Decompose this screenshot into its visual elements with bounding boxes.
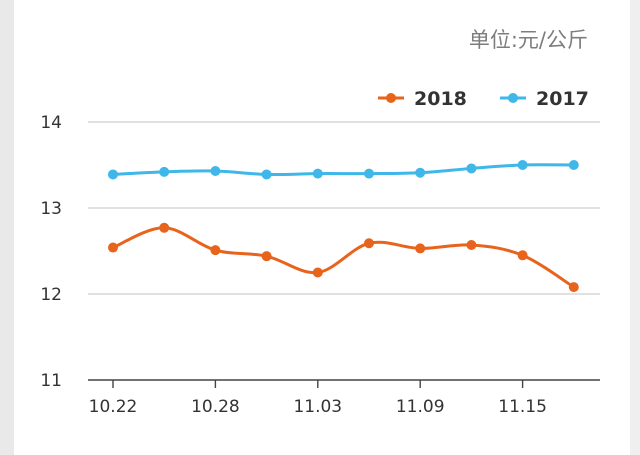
- legend-label: 2017: [536, 88, 589, 110]
- data-point: [364, 168, 374, 179]
- data-point: [415, 167, 426, 178]
- data-point: [364, 238, 374, 249]
- data-point: [517, 160, 528, 170]
- x-tick-label: 10.22: [89, 397, 138, 417]
- data-point: [517, 250, 528, 261]
- data-point: [312, 267, 323, 278]
- legend: 2018 2017: [378, 88, 589, 110]
- legend-item-2018: 2018: [378, 88, 467, 110]
- y-tick-label: 12: [40, 285, 62, 305]
- legend-label: 2018: [414, 88, 467, 110]
- gridlines: [88, 121, 600, 381]
- y-tick-label: 13: [40, 199, 62, 219]
- series-line-2018: [112, 226, 575, 289]
- data-point: [159, 166, 170, 177]
- data-point: [568, 282, 579, 293]
- x-tick-label: 10.28: [191, 397, 240, 417]
- data-point: [210, 166, 221, 177]
- x-axis-ticks: 10.22 10.28 11.03 11.09 11.15: [89, 380, 547, 417]
- data-point: [261, 169, 272, 180]
- legend-item-2017: 2017: [500, 88, 589, 110]
- data-point: [210, 245, 221, 256]
- data-point: [159, 222, 170, 233]
- series-line-2017: [112, 163, 574, 177]
- watermark-text: 头条 @猪易通问猪病: [485, 426, 625, 444]
- x-tick-label: 11.09: [396, 397, 445, 417]
- data-point: [415, 243, 426, 254]
- y-axis-ticks: 14 13 12 11: [40, 113, 62, 391]
- x-tick-label: 11.15: [498, 397, 547, 417]
- left-edge-strip: [0, 0, 14, 455]
- data-point: [568, 160, 579, 170]
- data-point: [466, 163, 477, 174]
- legend-marker: [508, 93, 518, 103]
- right-edge-strip: [630, 0, 640, 455]
- data-point: [108, 242, 118, 253]
- x-tick-label: 11.03: [293, 397, 342, 417]
- data-point: [108, 169, 118, 180]
- y-tick-label: 14: [40, 113, 62, 133]
- legend-marker: [386, 93, 396, 103]
- unit-label: 单位:元/公斤: [469, 28, 588, 52]
- series-layer: [108, 160, 579, 293]
- data-point: [261, 251, 272, 262]
- series-2018: [108, 222, 579, 293]
- watermark: 头条 @猪易通问猪病: [485, 426, 625, 444]
- series-2017: [108, 160, 579, 180]
- data-point: [466, 239, 477, 250]
- data-point: [312, 168, 323, 179]
- y-tick-label: 11: [40, 371, 62, 391]
